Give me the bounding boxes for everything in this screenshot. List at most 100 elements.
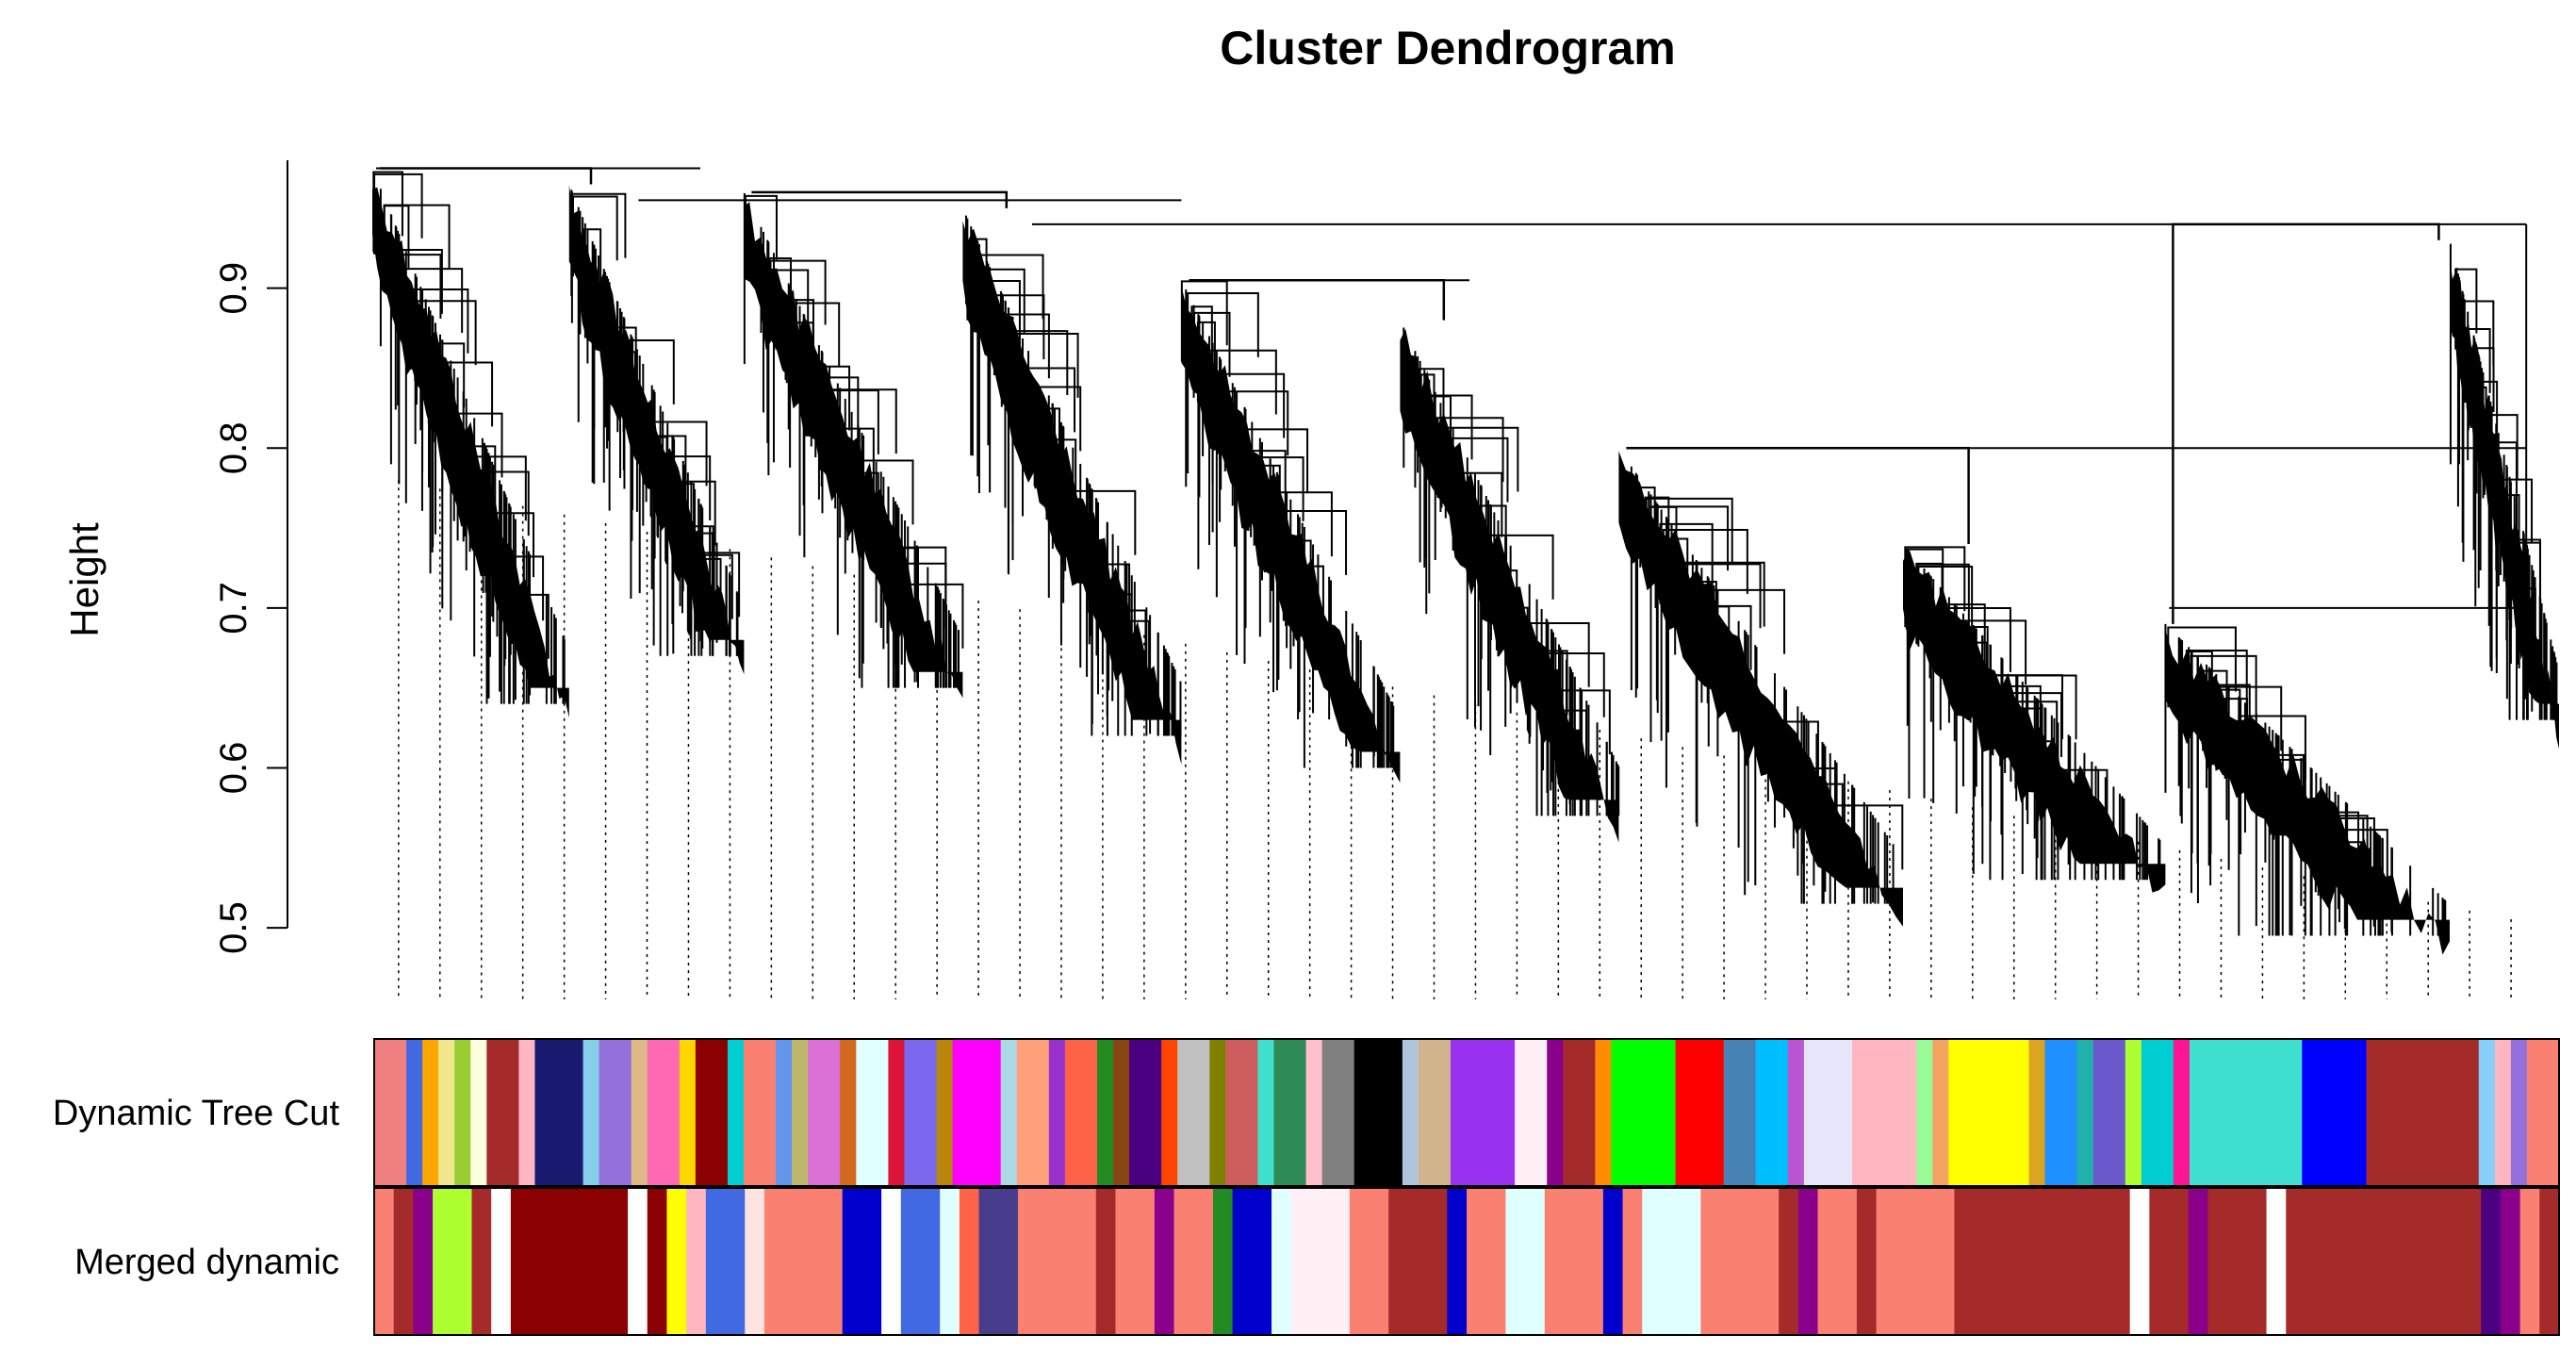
color-segment — [1113, 1039, 1130, 1186]
color-segment — [1547, 1039, 1564, 1186]
branch — [846, 459, 914, 541]
branch — [615, 326, 637, 408]
color-segment — [374, 1188, 395, 1335]
color-segment — [1723, 1039, 1757, 1186]
color-segment — [1622, 1188, 1643, 1335]
branch — [1681, 563, 1762, 645]
dendrogram-cluster — [962, 215, 1182, 765]
color-segment — [470, 1039, 487, 1186]
branch — [1659, 522, 1714, 604]
color-segment — [1388, 1188, 1448, 1335]
color-segment — [1467, 1188, 1506, 1335]
color-segment — [2149, 1188, 2190, 1335]
color-segment — [393, 1188, 414, 1335]
branch — [1006, 330, 1069, 411]
color-segment — [518, 1039, 535, 1186]
color-segment — [1700, 1188, 1780, 1335]
dendrogram-cluster — [568, 185, 745, 675]
color-segment — [744, 1039, 777, 1186]
dendrogram-cluster — [1903, 546, 2166, 893]
branch — [665, 480, 716, 562]
branch — [1542, 689, 1611, 771]
color-segment — [904, 1039, 938, 1186]
color-segment — [1563, 1039, 1596, 1186]
branch — [1992, 674, 2077, 756]
color-segment — [1611, 1039, 1677, 1186]
color-segment — [1115, 1188, 1156, 1335]
color-segment — [1797, 1188, 1819, 1335]
branch — [993, 294, 1045, 376]
branch — [1690, 580, 1717, 662]
color-row-label: Dynamic Tree Cut — [53, 1094, 340, 1133]
color-segment — [959, 1188, 980, 1335]
color-segment — [599, 1039, 632, 1186]
merge-bracket — [380, 167, 593, 185]
color-segment — [1544, 1188, 1604, 1335]
color-segment — [856, 1039, 889, 1186]
color-segment — [2028, 1039, 2046, 1186]
branch — [1292, 565, 1324, 647]
color-segment — [454, 1039, 471, 1186]
branch — [410, 288, 469, 370]
color-segment — [952, 1039, 1002, 1186]
color-segment — [1505, 1188, 1546, 1335]
branch — [2213, 684, 2251, 766]
color-segment — [842, 1188, 882, 1335]
color-segment — [1876, 1188, 1955, 1335]
branch — [810, 365, 851, 447]
color-segment — [1048, 1039, 1066, 1186]
color-segment — [534, 1039, 584, 1186]
branch — [983, 268, 1025, 350]
y-axis-label: Height — [62, 522, 107, 637]
color-segment — [940, 1188, 960, 1335]
module-color-rows: Dynamic Tree Cut Merged dynamic — [53, 1038, 2560, 1336]
branch — [645, 420, 708, 503]
dendrogram-cluster — [2164, 623, 2450, 955]
color-segment — [1817, 1188, 1858, 1335]
branch — [851, 471, 879, 553]
color-segment — [1209, 1039, 1226, 1186]
color-segment — [1016, 1039, 1050, 1186]
branch — [1418, 368, 1445, 450]
color-segment — [1354, 1039, 1403, 1186]
color-segment — [1595, 1039, 1612, 1186]
color-row: Merged dynamic — [74, 1187, 2560, 1336]
color-segment — [936, 1039, 954, 1186]
branch — [1904, 546, 1966, 628]
color-segment — [2302, 1039, 2367, 1186]
color-segment — [2207, 1188, 2268, 1335]
color-segment — [1154, 1188, 1175, 1335]
color-segment — [2500, 1188, 2521, 1335]
branch — [1419, 373, 1436, 455]
color-segment — [510, 1188, 629, 1335]
color-segment — [486, 1039, 519, 1186]
color-segment — [647, 1188, 667, 1335]
color-segment — [1642, 1188, 1701, 1335]
color-row-label: Merged dynamic — [74, 1243, 339, 1282]
branch — [1440, 426, 1519, 508]
branch — [1239, 428, 1309, 510]
y-tick-label: 0.9 — [213, 262, 254, 315]
y-tick-label: 0.7 — [213, 582, 254, 635]
color-segment — [679, 1039, 697, 1186]
color-segment — [666, 1188, 687, 1335]
dendrogram-cluster — [1400, 327, 1620, 843]
branch — [1190, 305, 1213, 387]
branch — [814, 376, 860, 458]
color-segment — [745, 1188, 765, 1335]
chart-title: Cluster Dendrogram — [1220, 22, 1675, 74]
branch — [582, 228, 602, 310]
color-segment — [1856, 1188, 1878, 1335]
branch — [496, 555, 545, 637]
color-segment — [1948, 1039, 2030, 1186]
dendrogram-tree — [372, 171, 2559, 955]
color-segment — [1349, 1188, 1389, 1335]
branch — [2483, 414, 2519, 495]
color-segment — [2141, 1039, 2174, 1186]
branch — [1813, 804, 1904, 886]
cluster-mass — [2165, 629, 2450, 955]
branch — [372, 171, 403, 253]
branch — [383, 205, 410, 287]
color-segment — [1932, 1039, 1949, 1186]
color-segment — [1450, 1039, 1516, 1186]
